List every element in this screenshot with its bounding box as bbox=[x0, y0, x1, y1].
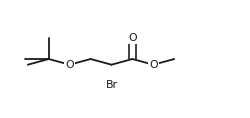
Text: O: O bbox=[65, 60, 74, 70]
Text: O: O bbox=[128, 33, 137, 43]
Text: Br: Br bbox=[106, 80, 118, 90]
Text: O: O bbox=[149, 60, 158, 70]
